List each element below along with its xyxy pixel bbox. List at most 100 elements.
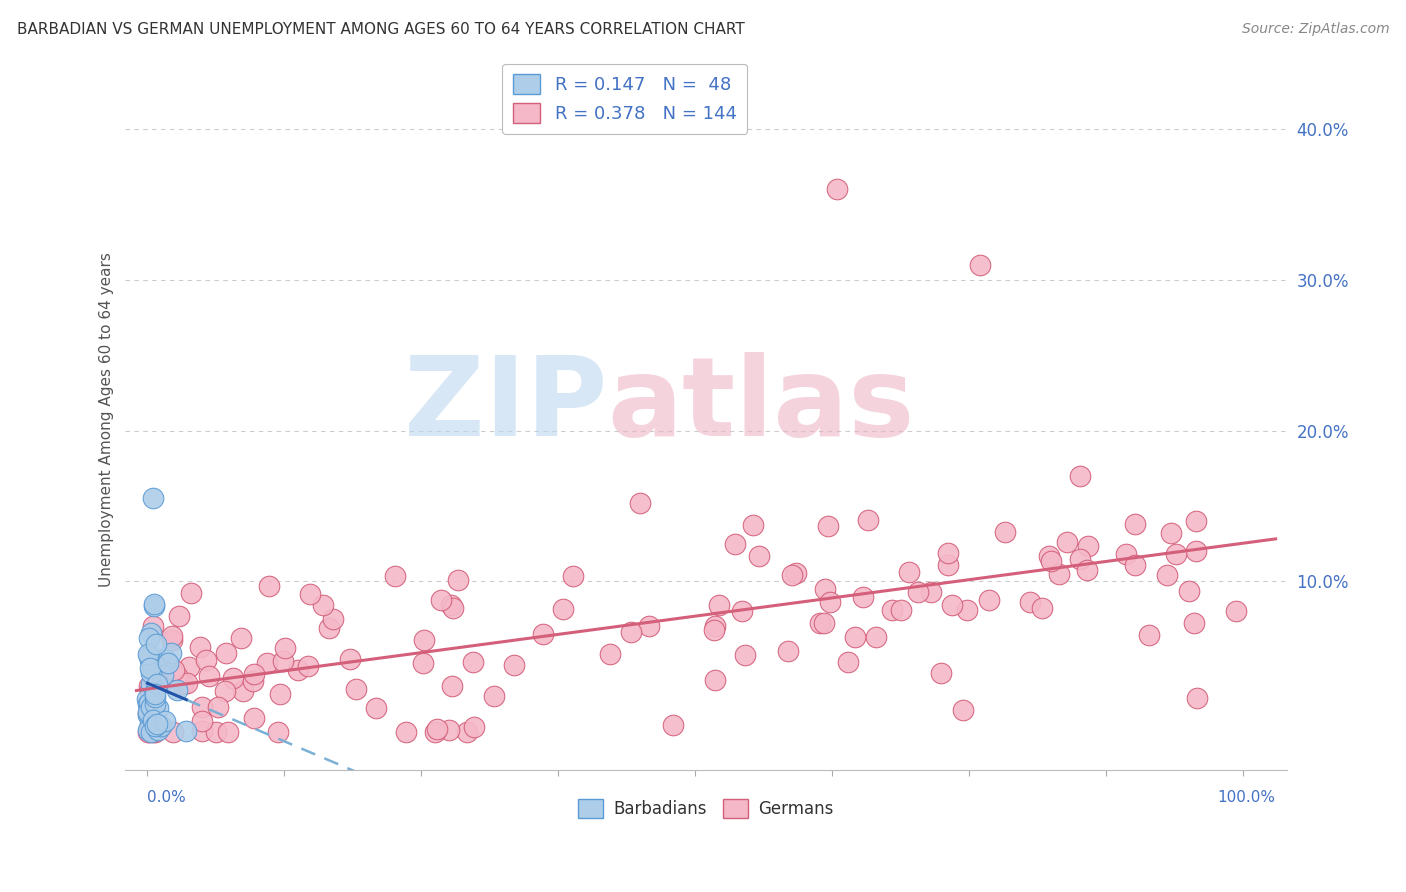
Point [808,615,831,630]
Point [1177,584,1199,599]
Point [190,699,212,714]
Point [456,725,478,739]
Point [146,662,169,676]
Point [160,646,183,660]
Point [155,653,177,667]
Point [146,722,169,736]
Point [858,513,880,527]
Point [413,632,436,647]
Point [141,725,163,739]
Point [1018,595,1040,609]
Point [897,566,920,580]
Point [312,598,335,612]
Point [257,579,280,593]
Point [142,674,165,689]
Point [298,587,321,601]
Point [136,706,159,720]
Point [138,725,160,739]
Point [142,667,165,681]
Point [136,648,159,662]
Point [890,602,912,616]
Point [142,698,165,713]
Point [143,697,166,711]
Point [205,725,228,739]
Point [837,655,859,669]
Point [143,657,166,672]
Point [256,656,278,670]
Point [143,687,166,701]
Point [814,582,837,597]
Point [146,718,169,732]
Point [190,723,212,738]
Point [138,660,160,674]
Point [1225,604,1247,618]
Point [364,701,387,715]
Y-axis label: Unemployment Among Ages 60 to 64 years: Unemployment Among Ages 60 to 64 years [100,252,114,587]
Point [142,725,165,739]
Point [994,524,1017,539]
Point [1164,547,1187,561]
Point [166,682,188,697]
Point [339,651,361,665]
Point [146,723,169,737]
Point [143,690,166,704]
Point [630,496,652,510]
Point [191,714,214,729]
Point [561,569,583,583]
Point [447,573,470,587]
Point [136,706,159,721]
Point [143,725,166,739]
Point [138,631,160,645]
Point [149,720,172,734]
Point [882,603,904,617]
Point [443,600,465,615]
Point [785,566,807,580]
Point [426,723,449,737]
Point [197,668,219,682]
Point [155,673,177,687]
Point [920,585,942,599]
Point [952,703,974,717]
Point [662,717,685,731]
Point [142,491,165,506]
Text: 0.0%: 0.0% [148,789,186,805]
Point [166,669,188,683]
Point [138,679,160,693]
Point [707,598,730,612]
Point [136,698,159,712]
Point [142,599,165,613]
Point [139,717,162,731]
Point [1123,516,1146,531]
Point [143,683,166,698]
Point [207,700,229,714]
Point [141,710,163,724]
Point [1156,568,1178,582]
Point [157,657,180,671]
Point [136,691,159,706]
Point [344,682,367,697]
Point [139,666,162,681]
Point [929,665,952,680]
Point [780,568,803,582]
Point [148,723,170,737]
Point [271,654,294,668]
Point [141,626,163,640]
Point [142,597,165,611]
Point [1077,539,1099,553]
Point [734,648,756,662]
Point [142,714,165,728]
Point [243,711,266,725]
Point [1137,628,1160,642]
Point [221,671,243,685]
Point [818,595,841,609]
Point [852,590,875,604]
Point [142,619,165,633]
Point [936,546,959,560]
Point [703,623,725,637]
Point [1160,526,1182,541]
Point [318,621,340,635]
Point [741,518,763,533]
Point [243,667,266,681]
Point [143,709,166,723]
Point [139,676,162,690]
